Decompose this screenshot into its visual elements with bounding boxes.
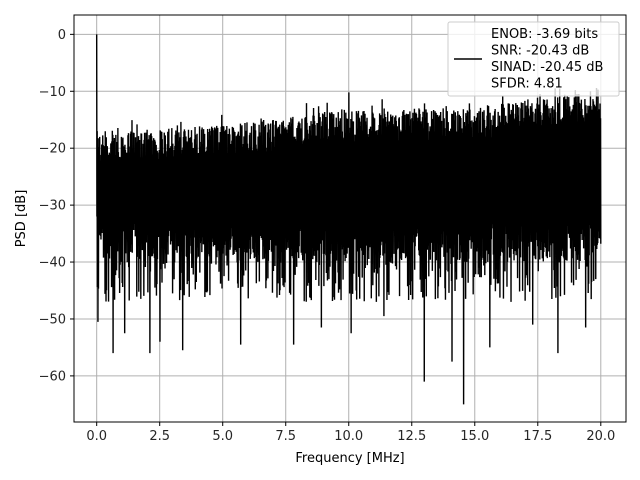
legend-entry-enob: ENOB: -3.69 bits bbox=[491, 27, 598, 42]
x-tick-label: 12.5 bbox=[397, 429, 426, 444]
x-axis: 0.0 2.5 5.0 7.5 10.0 12.5 15.0 17.5 20.0 bbox=[86, 422, 615, 444]
legend-entry-snr: SNR: -20.43 dB bbox=[491, 44, 589, 59]
y-axis: 0 −10 −20 −30 −40 −50 −60 bbox=[39, 28, 74, 384]
y-tick-label: 0 bbox=[58, 28, 66, 43]
plot-area bbox=[95, 34, 602, 405]
x-tick-label: 10.0 bbox=[334, 429, 363, 444]
y-axis-label: PSD [dB] bbox=[14, 190, 29, 248]
x-tick-label: 20.0 bbox=[586, 429, 615, 444]
y-tick-label: −40 bbox=[39, 256, 66, 271]
x-tick-label: 7.5 bbox=[275, 429, 296, 444]
y-tick-label: −10 bbox=[39, 85, 66, 100]
x-tick-label: 17.5 bbox=[523, 429, 552, 444]
y-tick-label: −50 bbox=[39, 312, 66, 327]
y-tick-label: −20 bbox=[39, 142, 66, 157]
legend-entry-sfdr: SFDR: 4.81 bbox=[491, 77, 563, 92]
psd-series-line bbox=[95, 34, 602, 405]
x-tick-label: 15.0 bbox=[460, 429, 489, 444]
x-tick-label: 2.5 bbox=[149, 429, 170, 444]
legend: ENOB: -3.69 bits SNR: -20.43 dB SINAD: -… bbox=[447, 21, 620, 97]
axes-frame bbox=[73, 14, 627, 423]
y-tick-label: −30 bbox=[39, 199, 66, 214]
y-tick-label: −60 bbox=[39, 369, 66, 384]
legend-entry-sinad: SINAD: -20.45 dB bbox=[491, 60, 603, 75]
x-tick-label: 5.0 bbox=[212, 429, 233, 444]
x-tick-label: 0.0 bbox=[86, 429, 107, 444]
legend-box bbox=[447, 21, 620, 97]
x-axis-label: Frequency [MHz] bbox=[295, 451, 404, 466]
